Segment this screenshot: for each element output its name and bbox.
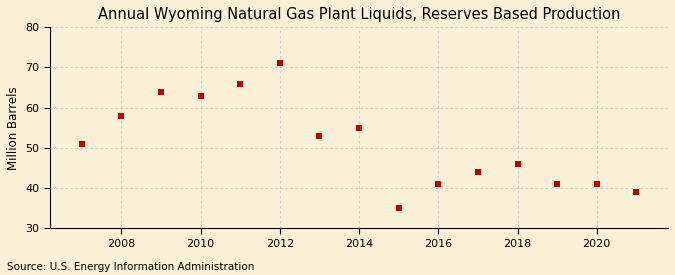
Point — [116, 114, 127, 118]
Title: Annual Wyoming Natural Gas Plant Liquids, Reserves Based Production: Annual Wyoming Natural Gas Plant Liquids… — [98, 7, 620, 22]
Text: Source: U.S. Energy Information Administration: Source: U.S. Energy Information Administ… — [7, 262, 254, 272]
Point — [354, 126, 364, 130]
Point — [195, 94, 206, 98]
Point — [433, 182, 443, 186]
Point — [314, 134, 325, 138]
Point — [551, 182, 562, 186]
Point — [76, 142, 87, 146]
Point — [631, 190, 642, 194]
Point — [394, 206, 404, 210]
Point — [472, 170, 483, 174]
Point — [235, 81, 246, 86]
Point — [275, 61, 286, 66]
Y-axis label: Million Barrels: Million Barrels — [7, 86, 20, 170]
Point — [512, 162, 523, 166]
Point — [591, 182, 602, 186]
Point — [155, 89, 166, 94]
